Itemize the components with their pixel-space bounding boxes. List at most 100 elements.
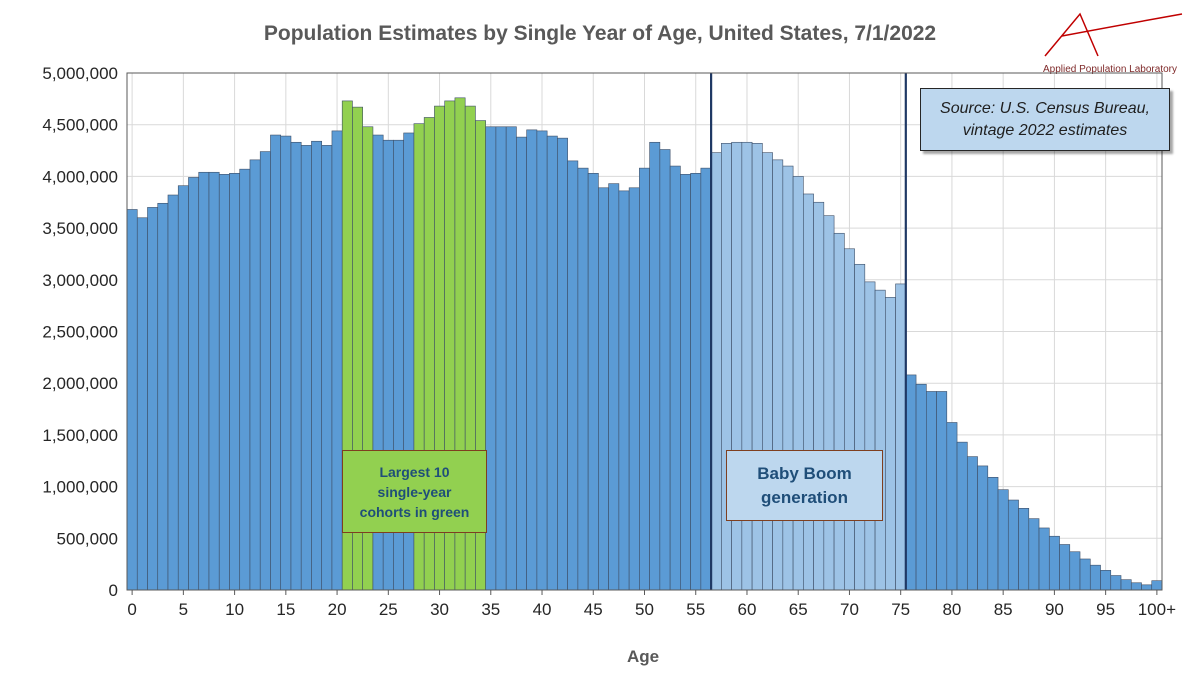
- bar-age-35: [485, 126, 497, 591]
- bar-age-38: [516, 136, 527, 591]
- bar-age-3: [157, 202, 169, 591]
- bar-age-74: [885, 297, 896, 591]
- bar-age-68: [823, 215, 835, 591]
- bar-age-95: [1100, 570, 1112, 591]
- x-axis-tick-labels: 0 5 10 15 20 25 30 35 40 45 50 55 60 65 70 75 80 85 90 95 10…: [127, 600, 1176, 619]
- axes: [126, 72, 1163, 595]
- bar-age-90: [1048, 535, 1060, 591]
- baby-boom-boundary-lines: [710, 73, 907, 590]
- x-tick-label: 75: [891, 600, 910, 619]
- x-tick-label: 80: [942, 600, 961, 619]
- bar-age-76: [905, 374, 917, 591]
- bar-age-53: [669, 165, 681, 591]
- y-tick-label: 4,500,000: [42, 116, 118, 135]
- x-tick-label: 55: [686, 600, 705, 619]
- boom-line-2: generation: [761, 487, 848, 507]
- baby-boom-annotation: Baby Boom generation: [726, 450, 883, 521]
- bar-age-16: [290, 141, 302, 591]
- logo-text: Applied Population Laboratory: [1043, 64, 1177, 75]
- y-tick-label: 0: [109, 581, 118, 600]
- bar-age-8: [208, 171, 220, 591]
- bar-age-94: [1089, 564, 1101, 591]
- bar-age-73: [874, 289, 886, 591]
- bar-age-98: [1130, 582, 1142, 591]
- bars: [126, 97, 1163, 591]
- applied-population-laboratory-logo: Applied Population Laboratory: [1043, 12, 1183, 75]
- green-line-3: cohorts in green: [359, 503, 470, 520]
- bar-age-0: [126, 209, 138, 591]
- bar-age-11: [239, 168, 251, 591]
- y-tick-label: 5,000,000: [42, 64, 118, 83]
- bar-age-88: [1028, 518, 1040, 591]
- bar-age-71: [854, 263, 866, 591]
- logo-mark: [1044, 12, 1183, 57]
- bar-age-4: [167, 194, 179, 591]
- bar-age-45: [587, 172, 599, 591]
- bar-age-69: [833, 232, 845, 591]
- bar-age-18: [311, 140, 323, 591]
- bar-age-12: [249, 159, 261, 591]
- bar-age-49: [628, 187, 640, 591]
- bar-age-87: [1018, 508, 1030, 591]
- bar-age-46: [598, 187, 609, 591]
- bar-age-63: [772, 159, 784, 591]
- largest-cohorts-annotation: Largest 10 single-year cohorts in green: [342, 450, 487, 533]
- x-tick-label: 60: [738, 600, 757, 619]
- bar-age-10: [229, 172, 241, 591]
- bar-age-91: [1059, 544, 1071, 591]
- bar-age-57: [710, 152, 722, 591]
- bar-age-42: [557, 137, 568, 591]
- bar-age-15: [280, 135, 292, 591]
- x-tick-label: 30: [430, 600, 449, 619]
- bar-age-60: [741, 141, 753, 591]
- bar-age-81: [956, 441, 968, 591]
- x-tick-label: 70: [840, 600, 859, 619]
- green-line-2: single-year: [377, 483, 452, 500]
- x-tick-label: 40: [533, 600, 552, 619]
- bar-age-58: [721, 143, 732, 591]
- bar-age-37: [505, 126, 517, 591]
- x-tick-label: 15: [276, 600, 295, 619]
- bar-age-56: [700, 167, 712, 591]
- y-tick-label: 4,000,000: [42, 167, 118, 186]
- x-axis-label: Age: [627, 647, 659, 666]
- bar-age-39: [526, 129, 538, 591]
- x-tick-label: 0: [127, 600, 136, 619]
- bar-age-61: [751, 143, 763, 591]
- x-tick-label: 25: [379, 600, 398, 619]
- x-tick-label: 65: [789, 600, 808, 619]
- source-line-1: Source: U.S. Census Bureau,: [940, 99, 1150, 117]
- bar-age-89: [1038, 527, 1050, 591]
- bar-age-96: [1110, 575, 1122, 591]
- bar-age-7: [198, 171, 210, 591]
- bar-age-72: [864, 281, 876, 591]
- bar-age-13: [259, 151, 271, 591]
- x-tick-label: 35: [481, 600, 500, 619]
- bar-age-59: [731, 141, 743, 591]
- bar-age-40: [536, 130, 548, 591]
- bar-age-70: [844, 248, 855, 591]
- bar-age-2: [147, 207, 159, 591]
- bar-age-79: [936, 391, 948, 591]
- x-tick-label: 100+: [1138, 600, 1176, 619]
- bar-age-100: [1151, 580, 1163, 591]
- y-tick-label: 3,000,000: [42, 271, 118, 290]
- bar-age-51: [649, 141, 661, 591]
- x-tick-label: 20: [328, 600, 347, 619]
- y-tick-label: 2,500,000: [42, 323, 118, 342]
- bar-age-62: [762, 152, 773, 591]
- green-line-1: Largest 10: [379, 463, 450, 480]
- x-tick-label: 10: [225, 600, 244, 619]
- y-tick-label: 500,000: [57, 529, 118, 548]
- bar-age-67: [813, 201, 825, 591]
- bar-age-75: [895, 283, 907, 591]
- bar-age-80: [946, 422, 958, 591]
- y-tick-label: 3,500,000: [42, 219, 118, 238]
- x-tick-label: 85: [994, 600, 1013, 619]
- x-tick-label: 5: [179, 600, 188, 619]
- y-tick-label: 1,500,000: [42, 426, 118, 445]
- bar-age-97: [1120, 579, 1132, 591]
- bar-age-54: [680, 174, 691, 591]
